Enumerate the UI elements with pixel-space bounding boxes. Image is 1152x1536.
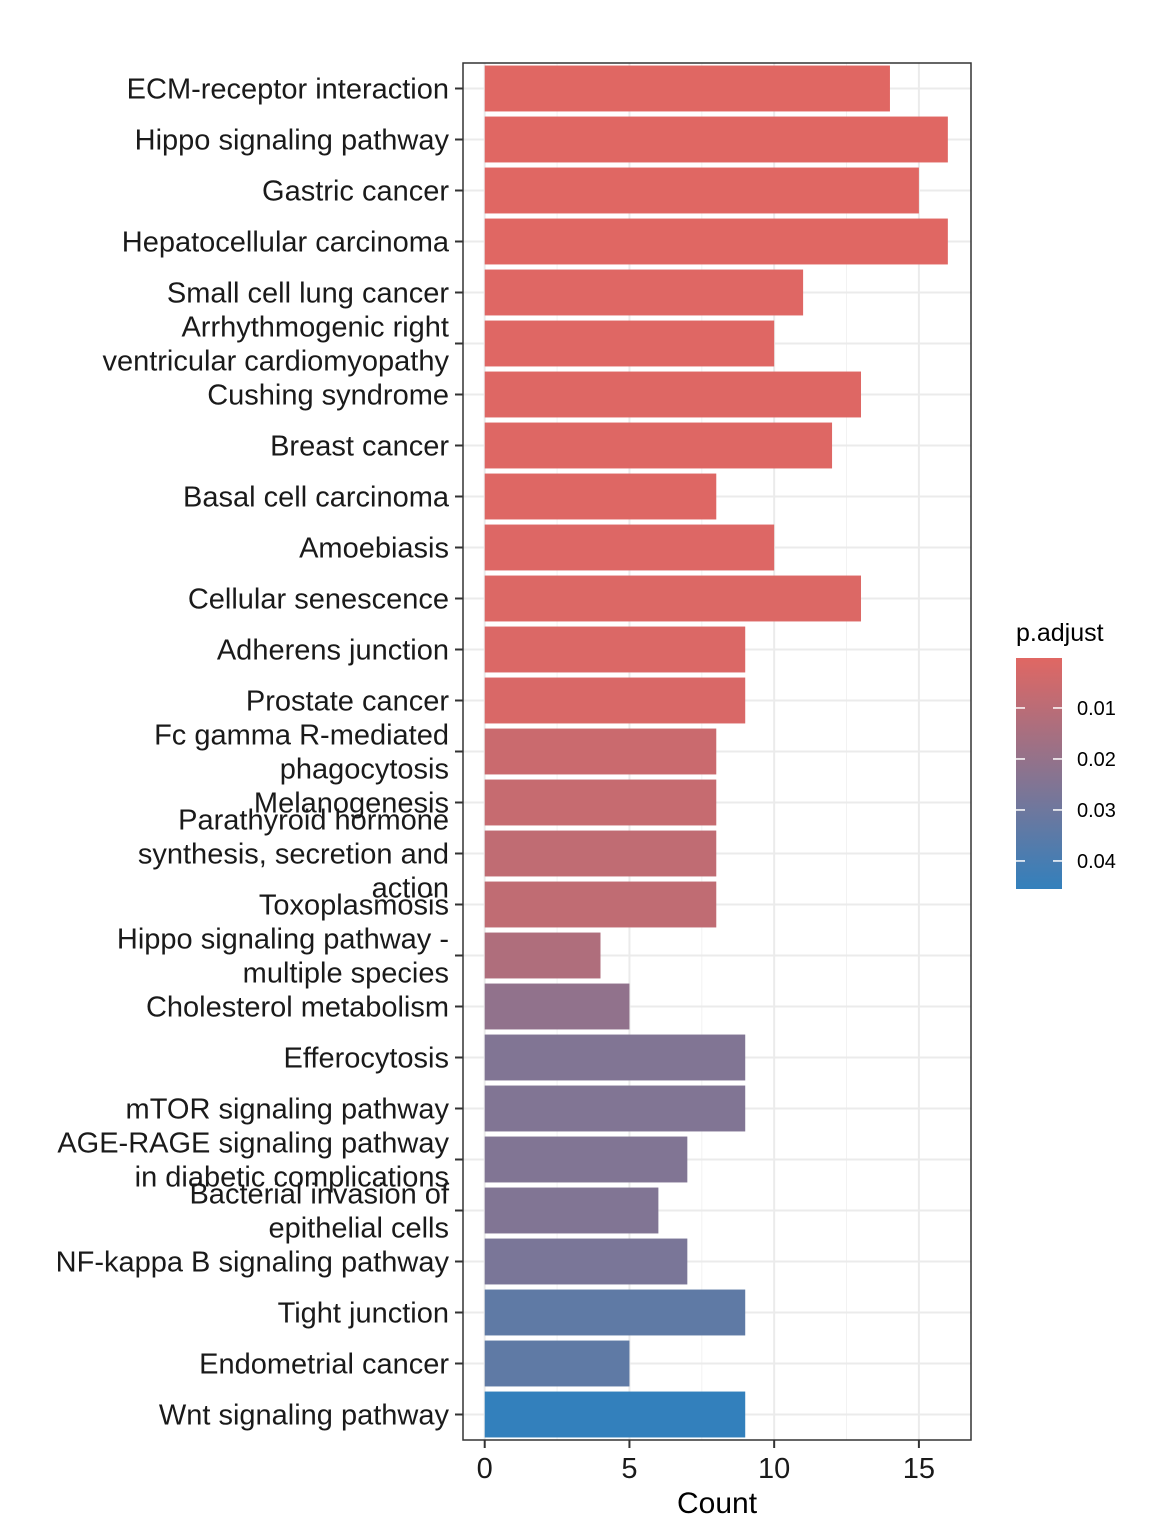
bar	[484, 218, 948, 265]
y-tick-label: Amoebiasis	[299, 533, 449, 565]
bar	[484, 881, 717, 928]
bar	[484, 269, 804, 316]
x-tick-label: 10	[758, 1453, 790, 1485]
x-tick-label: 0	[477, 1453, 493, 1485]
bar	[484, 116, 948, 163]
y-tick-label: Endometrial cancer	[199, 1349, 449, 1381]
y-tick-label: Gastric cancer	[262, 176, 449, 208]
bar	[484, 1340, 630, 1387]
legend-tick-label: 0.02	[1077, 749, 1116, 771]
bar	[484, 1238, 688, 1285]
bar	[484, 1085, 746, 1132]
y-tick-label: NF-kappa B signaling pathway	[56, 1247, 450, 1279]
legend-tick-label: 0.01	[1077, 698, 1116, 720]
y-tick-label: AGE-RAGE signaling pathway in diabetic co…	[57, 1128, 449, 1194]
legend-tick-label: 0.03	[1077, 800, 1116, 822]
y-tick-label: Cellular senescence	[188, 584, 449, 616]
x-tick-label: 15	[903, 1453, 935, 1485]
bar	[484, 728, 717, 775]
bar	[484, 830, 717, 877]
y-tick-label: Parathyroid hormone synthesis, secretion …	[138, 805, 449, 905]
legend: p.adjust 0.01 0.02 0.03 0.04	[1016, 619, 1116, 889]
y-tick-label: Efferocytosis	[284, 1043, 449, 1075]
bar	[484, 575, 862, 622]
y-tick-label: Prostate cancer	[246, 686, 449, 718]
y-tick-label: Bacterial invasion of epithelial cells	[189, 1179, 449, 1245]
bar	[484, 1187, 659, 1234]
y-tick-label: Hepatocellular carcinoma	[122, 227, 450, 259]
bar	[484, 983, 630, 1030]
legend-colorbar	[1016, 658, 1062, 889]
bar	[484, 677, 746, 724]
x-axis-title: Count	[677, 1487, 758, 1520]
y-tick-label: mTOR signaling pathway	[126, 1094, 450, 1126]
bar	[484, 1136, 688, 1183]
y-tick-label: Fc gamma R-mediated phagocytosis	[154, 720, 449, 786]
y-tick-label: Wnt signaling pathway	[159, 1400, 450, 1432]
y-tick-label: Adherens junction	[217, 635, 449, 667]
bar	[484, 167, 919, 214]
y-tick-label: Tight junction	[278, 1298, 449, 1330]
bar	[484, 1034, 746, 1081]
legend-tick-label: 0.04	[1077, 851, 1116, 873]
bar	[484, 371, 862, 418]
y-tick-label: Arrhythmogenic right ventricular cardiomy…	[102, 312, 449, 378]
y-tick-label: Cushing syndrome	[207, 380, 449, 412]
bar	[484, 65, 890, 112]
bar	[484, 524, 775, 571]
legend-title: p.adjust	[1016, 619, 1104, 647]
bar	[484, 422, 833, 469]
y-tick-label: Cholesterol metabolism	[146, 992, 449, 1024]
bar	[484, 932, 601, 979]
y-tick-label: Hippo signaling pathway	[135, 125, 450, 157]
y-tick-label: Melanogenesis	[254, 788, 449, 820]
bar	[484, 626, 746, 673]
bar	[484, 779, 717, 826]
y-tick-label: Hippo signaling pathway -multiple specie…	[117, 924, 449, 990]
y-tick-label: Small cell lung cancer	[167, 278, 449, 310]
x-tick-label: 5	[621, 1453, 637, 1485]
bar	[484, 1391, 746, 1438]
bar	[484, 320, 775, 367]
y-tick-label: Toxoplasmosis	[259, 890, 449, 922]
bar	[484, 473, 717, 520]
y-tick-label: ECM-receptor interaction	[127, 74, 449, 106]
y-tick-label: Basal cell carcinoma	[183, 482, 450, 514]
y-tick-label: Breast cancer	[270, 431, 449, 463]
bar	[484, 1289, 746, 1336]
